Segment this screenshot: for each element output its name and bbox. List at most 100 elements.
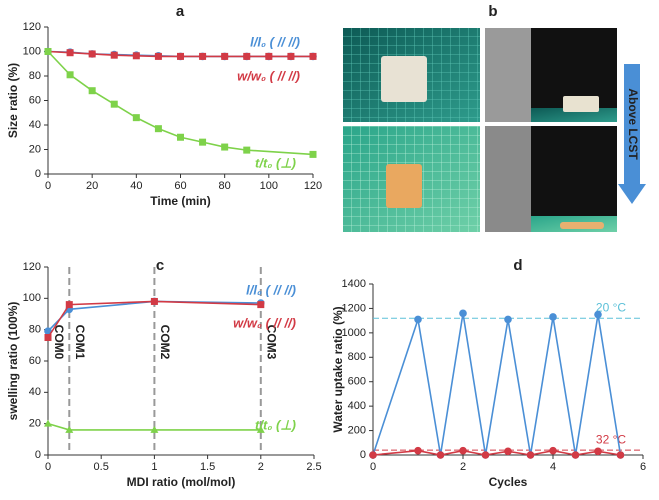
- marker: [414, 446, 422, 455]
- marker: [594, 310, 602, 319]
- marker: [65, 425, 74, 433]
- marker: [221, 143, 229, 151]
- composition-label: COM3: [265, 325, 279, 360]
- marker: [154, 52, 162, 60]
- x-tick-label: 0: [370, 461, 376, 473]
- marker: [571, 451, 580, 459]
- marker: [257, 301, 265, 309]
- reference-label: 20 °C: [596, 300, 626, 314]
- y-tick-label: 0: [35, 168, 41, 180]
- marker: [594, 447, 602, 456]
- composition-label: COM0: [52, 325, 66, 360]
- marker: [66, 49, 74, 57]
- marker: [199, 138, 207, 146]
- series-line: [47, 422, 261, 431]
- x-tick-label: 120: [304, 180, 322, 192]
- y-tick-label: 1200: [342, 302, 366, 314]
- marker: [44, 334, 52, 341]
- y-axis-title: swelling ratio (100%): [6, 302, 20, 421]
- sample: [381, 56, 427, 102]
- series-label: l/l₀ ( // //): [246, 282, 296, 297]
- marker: [549, 446, 557, 455]
- x-tick-label: 6: [640, 461, 646, 473]
- marker: [132, 114, 140, 122]
- x-axis-title: Time (min): [150, 194, 210, 208]
- y-tick-label: 20: [29, 418, 41, 430]
- marker: [287, 52, 295, 60]
- y-axis-title: Size ratio (%): [6, 63, 20, 138]
- marker: [221, 52, 229, 60]
- marker: [243, 52, 251, 60]
- marker: [459, 446, 467, 455]
- x-tick-label: 60: [174, 180, 186, 192]
- y-tick-label: 80: [29, 324, 41, 336]
- marker: [459, 309, 467, 318]
- x-tick-label: 80: [219, 180, 231, 192]
- marker: [526, 451, 535, 459]
- series-label: t/t₀ (⊥): [255, 155, 296, 170]
- marker: [504, 447, 512, 456]
- x-tick-label: 100: [260, 180, 278, 192]
- y-tick-label: 60: [29, 355, 41, 367]
- marker: [309, 52, 317, 60]
- photo-panel: Above LCST b: [343, 3, 646, 232]
- y-tick-label: 100: [23, 45, 41, 57]
- x-tick-label: 2: [258, 461, 264, 473]
- series-label: w/w₀ ( // //): [237, 68, 300, 83]
- ruler: [485, 126, 531, 232]
- marker: [177, 133, 184, 141]
- marker: [414, 315, 422, 324]
- sample: [386, 164, 422, 208]
- y-tick-label: 600: [348, 376, 366, 388]
- marker: [88, 50, 96, 58]
- x-tick-label: 40: [130, 180, 142, 192]
- y-tick-label: 100: [23, 292, 41, 304]
- y-tick-label: 80: [29, 70, 41, 82]
- marker: [616, 451, 625, 459]
- x-tick-label: 4: [550, 461, 556, 473]
- marker: [199, 52, 207, 60]
- marker: [88, 87, 96, 95]
- marker: [150, 425, 159, 433]
- marker: [243, 146, 251, 154]
- y-tick-label: 800: [348, 351, 366, 363]
- panel-label: a: [176, 3, 185, 20]
- marker: [110, 100, 118, 108]
- y-tick-label: 20: [29, 143, 41, 155]
- ruler: [485, 28, 531, 122]
- y-tick-label: 40: [29, 119, 41, 131]
- marker: [549, 313, 557, 321]
- y-tick-label: 60: [29, 94, 41, 106]
- x-tick-label: 2.5: [306, 461, 321, 473]
- marker: [44, 419, 52, 427]
- marker: [256, 425, 265, 433]
- x-tick-label: 1.5: [200, 461, 215, 473]
- marker: [369, 451, 377, 459]
- panel-label: c: [156, 257, 164, 274]
- sample: [563, 96, 599, 112]
- y-tick-label: 1400: [342, 278, 366, 290]
- series-line: [372, 449, 621, 456]
- x-tick-label: 2: [460, 461, 466, 473]
- series-line: [372, 313, 622, 456]
- sample: [560, 222, 604, 229]
- x-tick-label: 0: [45, 461, 51, 473]
- marker: [132, 52, 140, 60]
- marker: [481, 451, 490, 459]
- reference-label: 32 °C: [596, 432, 626, 446]
- series-label: w/w₀ ( // //): [233, 315, 296, 330]
- marker: [309, 150, 317, 158]
- marker: [504, 315, 512, 324]
- y-tick-label: 200: [348, 424, 366, 436]
- arrow-label: Above LCST: [626, 88, 640, 160]
- arrow-head: [618, 184, 646, 204]
- series-label: l/l₀ ( // //): [250, 34, 300, 49]
- x-tick-label: 0: [45, 180, 51, 192]
- y-tick-label: 1000: [342, 327, 366, 339]
- panel-label: d: [513, 257, 522, 274]
- panel-label: b: [488, 3, 497, 20]
- y-tick-label: 0: [360, 449, 366, 461]
- y-tick-label: 120: [23, 21, 41, 33]
- marker: [150, 297, 158, 305]
